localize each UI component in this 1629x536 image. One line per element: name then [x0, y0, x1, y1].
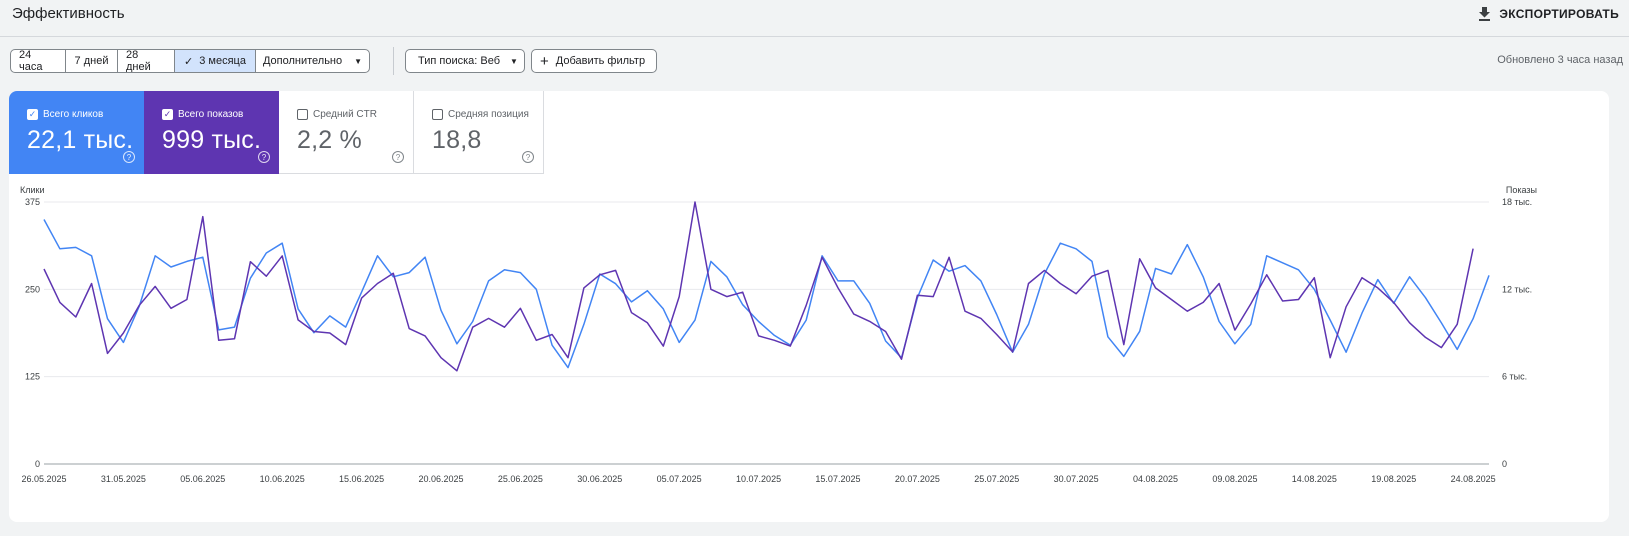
metric-label: Всего показов: [178, 109, 244, 120]
checkbox-checked-icon: ✓: [162, 109, 173, 120]
metric-value: 2,2 %: [297, 126, 362, 154]
y-right-tick-label: 18 тыс.: [1502, 197, 1532, 207]
x-tick-label: 05.06.2025: [180, 474, 225, 484]
x-tick-label: 31.05.2025: [101, 474, 146, 484]
y-left-tick-label: 250: [25, 284, 40, 294]
toolbar-divider: [393, 47, 394, 75]
help-icon[interactable]: ?: [392, 151, 404, 163]
y-right-axis-label: Показы: [1506, 185, 1537, 195]
range-3m-chip[interactable]: ✓ 3 месяца: [175, 50, 256, 72]
performance-card: ✓ Всего кликов 22,1 тыс. ? ✓ Всего показов…: [9, 91, 1609, 522]
caret-down-icon: ▼: [510, 56, 518, 66]
help-icon[interactable]: ?: [522, 151, 534, 163]
range-7d-chip[interactable]: 7 дней: [66, 50, 118, 72]
range-more-dropdown[interactable]: Дополнительно ▼: [256, 50, 369, 72]
x-tick-label: 25.07.2025: [974, 474, 1019, 484]
search-type-dropdown[interactable]: Тип поиска: Веб ▼: [405, 49, 525, 73]
help-icon[interactable]: ?: [123, 151, 135, 163]
download-icon: [1479, 7, 1491, 21]
plus-icon: +: [540, 52, 549, 70]
x-tick-label: 04.08.2025: [1133, 474, 1178, 484]
metric-label: Средняя позиция: [448, 109, 529, 120]
x-tick-label: 25.06.2025: [498, 474, 543, 484]
x-tick-label: 26.05.2025: [21, 474, 66, 484]
page-title: Эффективность: [12, 5, 125, 22]
check-icon: ✓: [184, 55, 194, 68]
checkbox-unchecked-icon: [432, 109, 443, 120]
export-button[interactable]: ЭКСПОРТИРОВАТЬ: [1478, 4, 1619, 24]
add-filter-button[interactable]: + Добавить фильтр: [531, 49, 657, 73]
performance-chart: 375 18 тыс. 250 12 тыс. 125 6 тыс. 0 0 Клики Пока…: [20, 185, 1537, 484]
metric-average-position[interactable]: Средняя позиция 18,8 ?: [414, 91, 544, 174]
date-range-selector: 24 часа 7 дней 28 дней ✓ 3 месяца Дополни…: [10, 49, 370, 73]
y-left-axis-label: Клики: [20, 185, 45, 195]
export-label: ЭКСПОРТИРОВАТЬ: [1499, 7, 1619, 21]
x-tick-label: 15.07.2025: [815, 474, 860, 484]
y-left-tick-label: 375: [25, 197, 40, 207]
metric-average-ctr[interactable]: Средний CTR 2,2 % ?: [279, 91, 414, 174]
range-3m-label: 3 месяца: [199, 55, 246, 67]
updated-status: Обновлено 3 часа назад: [1497, 54, 1623, 66]
x-tick-label: 30.06.2025: [577, 474, 622, 484]
x-tick-label: 19.08.2025: [1371, 474, 1416, 484]
x-tick-label: 24.08.2025: [1451, 474, 1496, 484]
x-tick-label: 09.08.2025: [1212, 474, 1257, 484]
x-tick-label: 30.07.2025: [1054, 474, 1099, 484]
help-icon[interactable]: ?: [258, 151, 270, 163]
metric-label: Всего кликов: [43, 109, 104, 120]
y-left-tick-label: 0: [35, 459, 40, 469]
y-right-tick-label: 6 тыс.: [1502, 372, 1527, 382]
range-24h-chip[interactable]: 24 часа: [11, 50, 66, 72]
metric-total-impressions[interactable]: ✓ Всего показов 999 тыс. ?: [144, 91, 279, 174]
metric-value: 999 тыс.: [162, 126, 262, 154]
impressions-series-line: [43, 201, 1474, 372]
x-tick-label: 05.07.2025: [657, 474, 702, 484]
range-28d-chip[interactable]: 28 дней: [118, 50, 175, 72]
search-type-label: Тип поиска: Веб: [418, 55, 501, 67]
caret-down-icon: ▼: [354, 56, 363, 66]
clicks-series-line: [43, 219, 1490, 369]
metric-value: 18,8: [432, 126, 482, 154]
x-tick-label: 10.07.2025: [736, 474, 781, 484]
checkbox-checked-icon: ✓: [27, 109, 38, 120]
range-7d-label: 7 дней: [74, 55, 109, 67]
x-tick-label: 20.06.2025: [418, 474, 463, 484]
add-filter-label: Добавить фильтр: [555, 55, 646, 67]
y-right-tick-label: 0: [1502, 459, 1507, 469]
top-bar: Эффективность ЭКСПОРТИРОВАТЬ: [0, 0, 1629, 37]
x-tick-label: 15.06.2025: [339, 474, 384, 484]
range-28d-label: 28 дней: [126, 49, 151, 73]
x-tick-label: 10.06.2025: [260, 474, 305, 484]
y-left-tick-label: 125: [25, 372, 40, 382]
metric-total-clicks[interactable]: ✓ Всего кликов 22,1 тыс. ?: [9, 91, 144, 174]
range-more-label: Дополнительно: [262, 55, 343, 67]
metric-value: 22,1 тыс.: [27, 126, 134, 154]
range-24h-label: 24 часа: [19, 49, 43, 73]
metric-label: Средний CTR: [313, 109, 377, 120]
y-right-tick-label: 12 тыс.: [1502, 284, 1532, 294]
x-tick-label: 14.08.2025: [1292, 474, 1337, 484]
checkbox-unchecked-icon: [297, 109, 308, 120]
x-tick-label: 20.07.2025: [895, 474, 940, 484]
